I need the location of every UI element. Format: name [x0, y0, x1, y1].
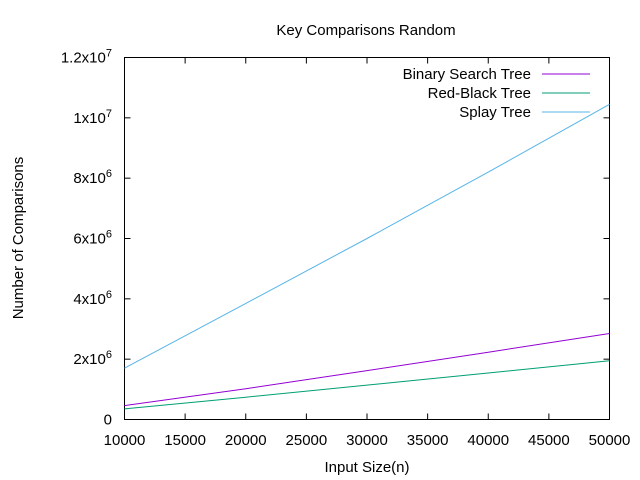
x-tick-label: 10000 — [104, 432, 146, 449]
y-tick-label: 1x107 — [73, 108, 112, 127]
y-tick-exponent: 6 — [106, 168, 112, 180]
x-tick-label: 15000 — [164, 432, 206, 449]
series-line-0 — [124, 333, 610, 407]
series-lines — [124, 103, 610, 410]
legend: Binary Search Tree Red-Black Tree Splay Tr… — [403, 66, 590, 121]
y-tick-exponent: 6 — [106, 229, 112, 241]
y-tick-label: 4x106 — [73, 289, 112, 308]
x-tick-label: 50000 — [589, 432, 631, 449]
x-axis-label: Input Size(n) — [324, 459, 409, 476]
y-tick-labels: 0 2x106 4x106 6x106 8x106 1x107 1.2x107 — [61, 48, 112, 429]
y-tick-exponent: 6 — [106, 289, 112, 301]
x-tick-label: 40000 — [467, 432, 509, 449]
series-line-1 — [124, 360, 610, 410]
x-tick-label: 30000 — [346, 432, 388, 449]
chart-title: Key Comparisons Random — [276, 22, 455, 39]
y-tick-label: 8x106 — [73, 168, 112, 187]
y-tick-exponent: 6 — [106, 349, 112, 361]
legend-label: Red-Black Tree — [428, 85, 531, 102]
y-tick-label: 6x106 — [73, 229, 112, 248]
y-axis-label: Number of Comparisons — [10, 157, 27, 320]
y-tick-label: 0 — [104, 412, 112, 429]
y-tick-exponent: 7 — [106, 48, 112, 60]
y-tick-label: 1.2x107 — [61, 48, 112, 67]
x-tick-label: 25000 — [286, 432, 328, 449]
y-tick-exponent: 7 — [106, 108, 112, 120]
series-line-2 — [124, 103, 610, 369]
x-tick-label: 45000 — [528, 432, 570, 449]
x-tick-labels: 10000 15000 20000 25000 30000 35000 40000 45000… — [104, 432, 631, 449]
x-tick-label: 20000 — [225, 432, 267, 449]
axis-ticks — [124, 57, 610, 420]
y-tick-label: 2x106 — [73, 349, 112, 368]
x-tick-label: 35000 — [407, 432, 449, 449]
legend-label: Binary Search Tree — [403, 66, 531, 83]
legend-label: Splay Tree — [459, 104, 531, 121]
